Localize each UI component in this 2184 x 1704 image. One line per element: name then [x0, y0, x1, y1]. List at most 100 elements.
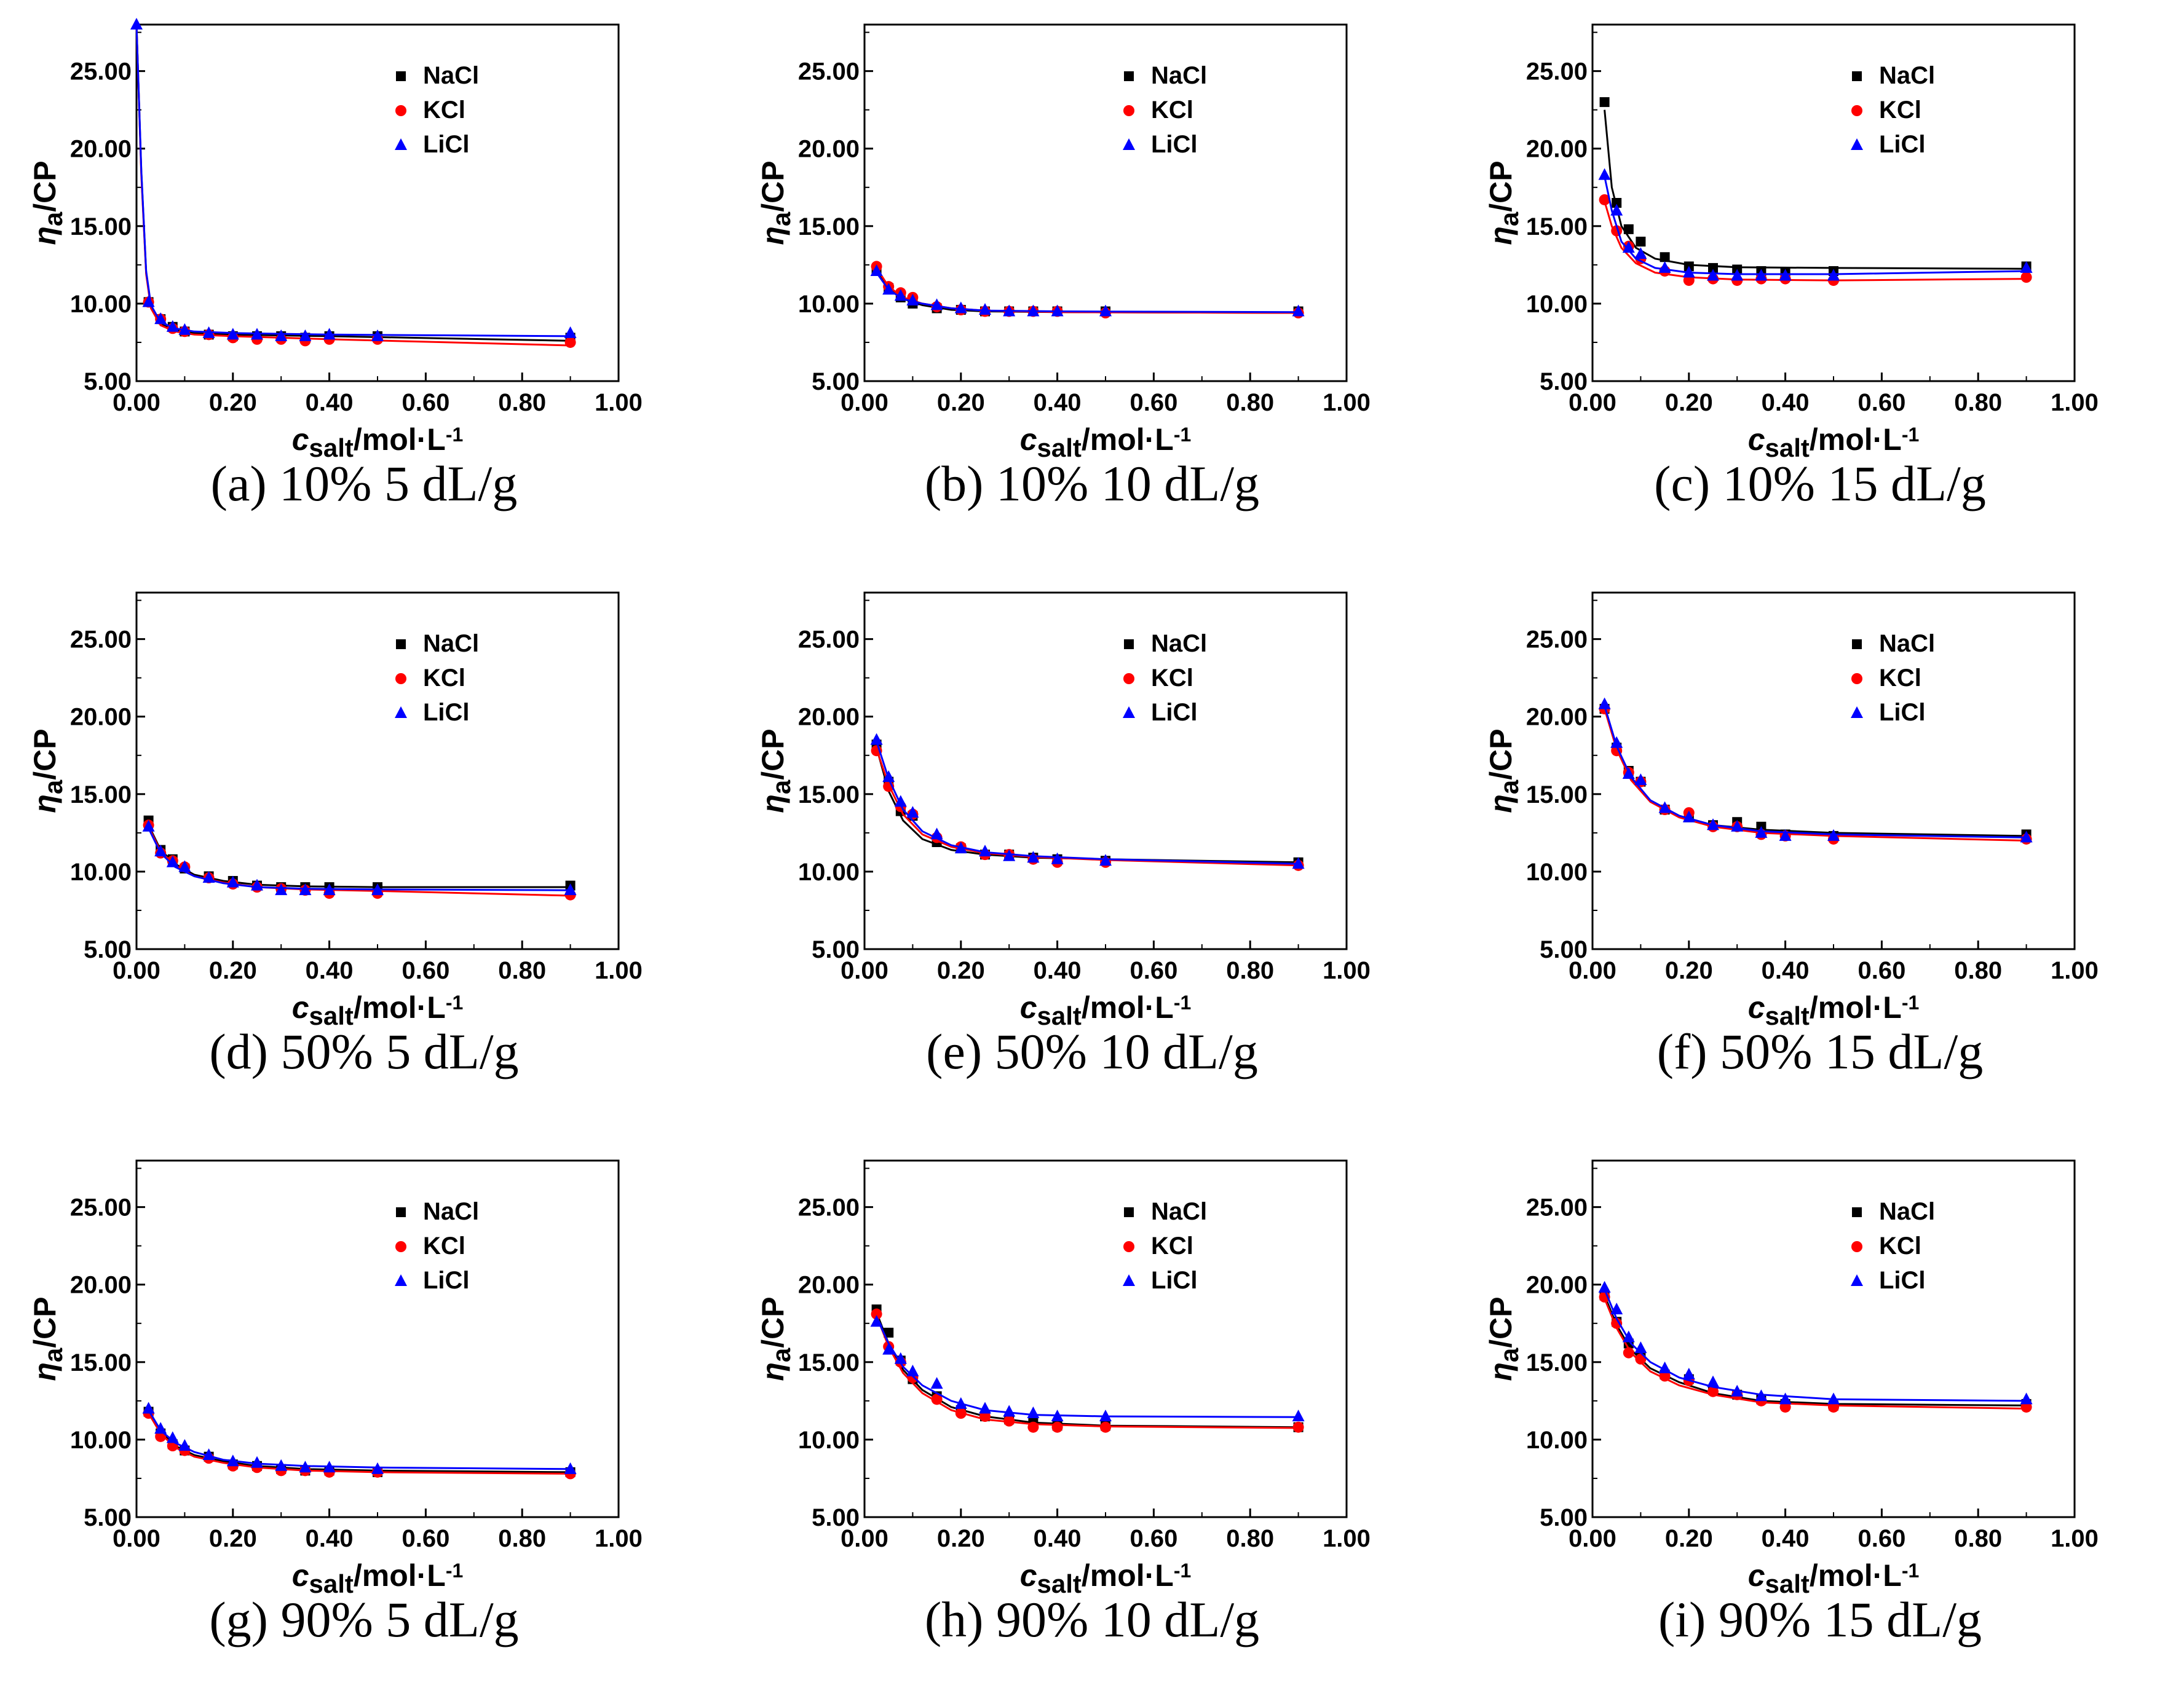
chart-d: 0.00 0.20 0.40 0.60 0.80 1.00 5.00 10.00 15.00 20…	[28, 591, 643, 1030]
x-tick-label: 0.40	[306, 957, 354, 984]
legend-marker-kcl	[1123, 673, 1134, 684]
y-tick-label: 25.00	[798, 626, 860, 653]
x-tick-label: 0.60	[1130, 1525, 1177, 1552]
data-point-licl	[251, 328, 263, 340]
plot-frame	[863, 1159, 1348, 1518]
data-point-licl	[1598, 697, 1611, 709]
data-point-licl	[323, 883, 336, 896]
series-nacl	[871, 740, 1304, 867]
x-tick-label: 0.60	[1130, 389, 1177, 416]
y-tick-label: 15.00	[798, 781, 860, 808]
x-tick-label: 0.60	[402, 1525, 449, 1552]
fit-line-licl	[148, 1410, 571, 1470]
legend-label-licl: LiCl	[1879, 1267, 1926, 1294]
panel-c: 0.00 0.20 0.40 0.60 0.80 1.00 5.00 10.00 15.00 20…	[1456, 0, 2184, 568]
legend: NaCl KCl LiCl	[1851, 62, 1935, 158]
caption-a: (a) 10% 5 dL/g	[210, 456, 518, 511]
fit-line-licl	[1604, 1288, 2027, 1402]
series-kcl	[871, 1308, 1304, 1433]
data-point-kcl	[1003, 1415, 1015, 1427]
plot-frame	[1591, 23, 2076, 382]
y-tick-label: 5.00	[812, 368, 860, 395]
y-axis-title: ηa/CP	[1484, 728, 1524, 813]
data-point-licl	[1610, 203, 1623, 216]
data-point-licl	[226, 1454, 239, 1467]
series-licl	[142, 819, 577, 896]
x-tick-label: 0.20	[1665, 1525, 1713, 1552]
series-kcl	[135, 24, 576, 348]
y-tick-label: 15.00	[70, 213, 132, 240]
data-point-licl	[1003, 1405, 1016, 1417]
panel-e: 0.00 0.20 0.40 0.60 0.80 1.00 5.00 10.00 15.00 20…	[728, 568, 1456, 1136]
x-tick-label: 0.80	[1226, 389, 1274, 416]
data-point-licl	[1003, 304, 1016, 317]
x-tick-label: 0.20	[937, 957, 985, 984]
legend-label-nacl: NaCl	[1879, 1198, 1935, 1225]
data-point-licl	[1027, 304, 1040, 317]
data-point-licl	[202, 326, 215, 338]
fit-line-nacl	[1604, 109, 2027, 270]
y-axis-title: ηa/CP	[756, 728, 796, 813]
data-point-licl	[906, 293, 919, 306]
data-point-licl	[1827, 1392, 1840, 1405]
x-axis-title: csalt/mol·L-1	[292, 1558, 464, 1598]
x-tick-label: 0.40	[306, 1525, 354, 1552]
data-point-licl	[954, 1397, 967, 1409]
series-nacl	[1599, 1290, 2032, 1411]
data-point-licl	[166, 1431, 179, 1443]
x-tick-label: 0.00	[113, 389, 160, 416]
x-tick-label: 0.80	[1954, 957, 2002, 984]
legend-label-kcl: KCl	[423, 1233, 465, 1260]
legend-marker-licl	[1851, 1274, 1863, 1286]
chart-b: 0.00 0.20 0.40 0.60 0.80 1.00 5.00 10.00 15.00 20…	[756, 23, 1371, 462]
legend-marker-nacl	[1124, 71, 1134, 81]
series-licl	[870, 733, 1305, 869]
data-point-licl	[154, 845, 167, 857]
data-point-kcl	[1635, 1353, 1647, 1365]
data-point-licl	[1099, 854, 1112, 866]
data-point-licl	[2020, 261, 2033, 273]
x-tick-label: 0.40	[1762, 1525, 1810, 1552]
x-axis-title: csalt/mol·L-1	[1748, 422, 1920, 462]
caption-c: (c) 10% 15 dL/g	[1654, 456, 1986, 511]
chart-a: 0.00 0.20 0.40 0.60 0.80 1.00 5.00 10.00 15.00 20…	[28, 18, 643, 462]
data-point-licl	[1610, 1303, 1623, 1315]
caption-g: (g) 90% 5 dL/g	[209, 1592, 519, 1647]
x-tick-label: 0.20	[209, 1525, 257, 1552]
fit-line-nacl	[1604, 1295, 2027, 1406]
legend-marker-kcl	[1851, 1241, 1862, 1252]
caption-f: (f) 50% 15 dL/g	[1656, 1024, 1984, 1079]
data-point-licl	[371, 329, 384, 341]
series-nacl	[135, 24, 576, 343]
fit-line-kcl	[876, 749, 1299, 867]
series-licl	[130, 18, 577, 341]
data-point-licl	[2020, 830, 2033, 843]
y-tick-label: 25.00	[1526, 1194, 1588, 1221]
plot-frame	[1591, 1159, 2076, 1518]
data-point-kcl	[1292, 1421, 1304, 1433]
x-tick-label: 0.40	[1034, 957, 1082, 984]
data-point-licl	[178, 323, 191, 335]
y-tick-label: 5.00	[84, 936, 132, 963]
panel-d: 0.00 0.20 0.40 0.60 0.80 1.00 5.00 10.00 15.00 20…	[0, 568, 728, 1136]
data-point-licl	[906, 806, 919, 818]
data-point-kcl	[979, 1411, 991, 1422]
y-tick-label: 25.00	[70, 1194, 132, 1221]
data-point-licl	[275, 1459, 288, 1471]
legend-marker-licl	[1123, 138, 1135, 150]
data-point-nacl	[1660, 252, 1670, 262]
legend-marker-kcl	[395, 105, 406, 116]
y-axis-title: ηa/CP	[756, 1296, 796, 1381]
y-tick-label: 10.00	[1526, 859, 1588, 886]
data-point-kcl	[1027, 1421, 1039, 1433]
chart-e: 0.00 0.20 0.40 0.60 0.80 1.00 5.00 10.00 15.00 20…	[756, 591, 1371, 1030]
data-point-licl	[882, 283, 895, 295]
data-point-kcl	[1779, 1401, 1791, 1413]
data-point-licl	[1779, 1392, 1792, 1405]
x-axis-title: csalt/mol·L-1	[1748, 1558, 1920, 1598]
data-point-kcl	[1599, 194, 1610, 205]
x-tick-label: 1.00	[2051, 1525, 2099, 1552]
fit-line-kcl	[135, 24, 571, 347]
x-tick-label: 0.00	[841, 957, 888, 984]
fit-line-licl	[135, 24, 571, 337]
